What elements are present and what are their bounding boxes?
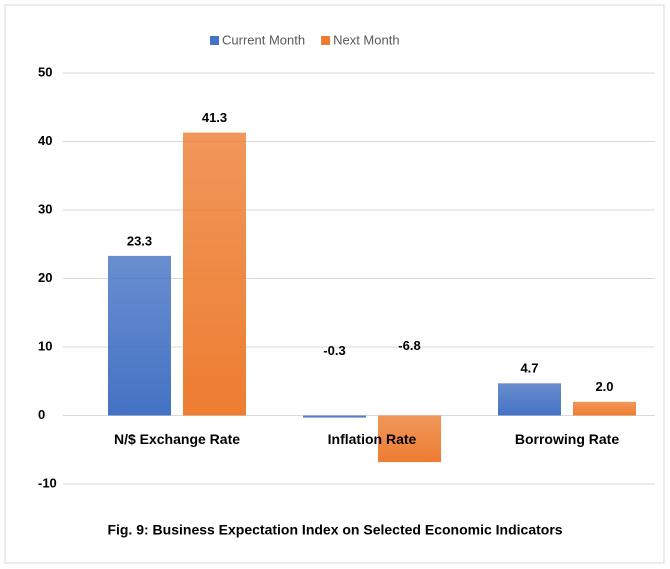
legend-swatch [210, 36, 219, 45]
legend-swatch [321, 36, 331, 45]
y-tick-label: 40 [38, 133, 52, 148]
chart-title: Fig. 9: Business Expectation Index on Se… [107, 522, 562, 538]
y-tick-label: 0 [38, 407, 45, 422]
x-tick-label: Borrowing Rate [515, 431, 619, 447]
bar [183, 132, 246, 416]
y-tick-label: 20 [38, 270, 52, 285]
bar [498, 383, 561, 416]
data-label: 4.7 [520, 361, 538, 376]
data-label: -6.8 [398, 338, 420, 353]
bar [303, 415, 366, 418]
bar [108, 255, 171, 416]
bar [573, 401, 636, 416]
y-tick-label: 30 [38, 201, 52, 216]
legend-label: Next Month [333, 32, 399, 47]
x-tick-label: Inflation Rate [328, 431, 417, 447]
data-label: 23.3 [127, 233, 152, 248]
data-label: 41.3 [202, 110, 227, 125]
x-tick-label: N/$ Exchange Rate [114, 431, 240, 447]
data-label: -0.3 [323, 343, 345, 358]
y-tick-label: -10 [38, 475, 57, 490]
bar [378, 415, 441, 463]
data-label: 2.0 [595, 379, 613, 394]
y-tick-label: 10 [38, 338, 52, 353]
legend-label: Current Month [222, 32, 305, 47]
y-tick-label: 50 [38, 64, 52, 79]
chart-frame [4, 4, 665, 564]
